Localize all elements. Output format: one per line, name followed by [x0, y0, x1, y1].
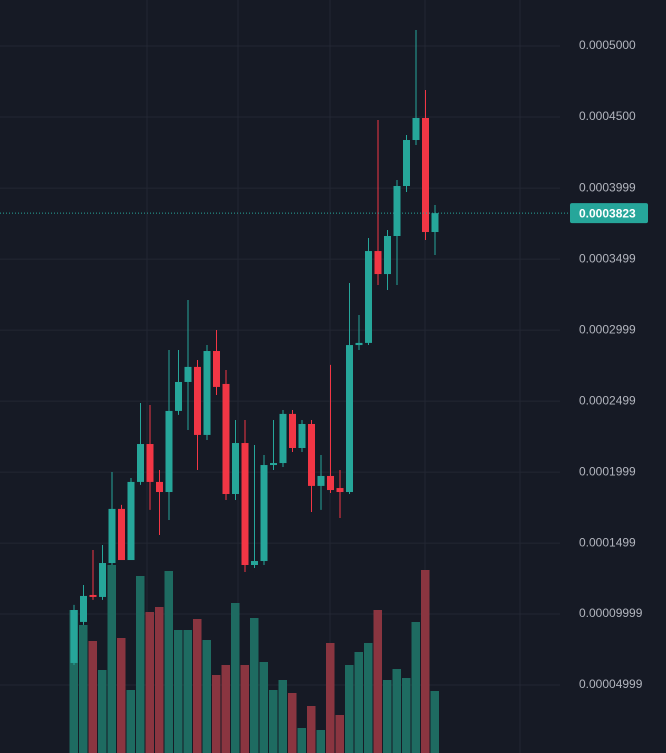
candle-body	[165, 410, 173, 493]
candle-body	[70, 610, 78, 663]
volume-bar	[411, 622, 420, 753]
volume-bar	[297, 728, 306, 753]
candle-body	[412, 117, 420, 141]
volume-bar	[88, 641, 97, 753]
volume-bar	[231, 603, 240, 753]
y-tick-label: 0.0001499	[579, 535, 636, 549]
volume-bar	[98, 670, 107, 753]
candle-body	[270, 463, 277, 466]
volume-bar	[174, 630, 183, 753]
volume-bar	[117, 638, 126, 753]
volume-bar	[145, 612, 154, 753]
candle-body	[374, 251, 382, 275]
candle-body	[80, 595, 87, 622]
volume-bar	[136, 576, 145, 753]
candle-body	[403, 140, 410, 187]
last-price-label: 0.0003823	[579, 206, 636, 220]
candle-body	[336, 488, 344, 493]
candle-body	[289, 413, 296, 448]
volume-bar	[373, 610, 382, 753]
volume-bar	[107, 565, 116, 753]
volume-bar	[335, 715, 344, 753]
candle-body	[108, 508, 116, 564]
volume-bar	[79, 625, 88, 753]
last-price-box	[570, 203, 648, 224]
candle-body	[89, 594, 97, 597]
volume-bar	[259, 662, 268, 753]
volume-bar	[221, 665, 230, 753]
volume-bar	[326, 643, 335, 753]
volume-bar	[421, 570, 430, 753]
volume-bar	[155, 607, 164, 753]
candle-body	[241, 443, 249, 565]
y-tick-label: 0.0002499	[579, 393, 636, 407]
volume-bar	[240, 665, 249, 753]
candle-body	[365, 251, 372, 343]
volume-bar	[288, 693, 297, 753]
volume-bar	[126, 690, 135, 753]
candle-body	[422, 117, 429, 233]
volume-bar	[202, 640, 211, 753]
y-tick-label: 0.0005000	[579, 38, 636, 52]
candle-body	[194, 366, 201, 435]
candle-body	[203, 351, 211, 435]
candle-body	[137, 444, 144, 482]
candle-body	[146, 444, 154, 482]
volume-bar	[212, 675, 221, 753]
candle-body	[251, 561, 258, 565]
volume-bar	[250, 618, 259, 753]
candle-body	[213, 351, 220, 387]
volume-bar	[364, 643, 373, 753]
volume-bar	[183, 630, 192, 753]
y-tick-label: 0.0001999	[579, 464, 636, 478]
candle-body	[127, 481, 135, 561]
candle-body	[99, 563, 106, 597]
candle-body	[118, 508, 125, 561]
candle-body	[175, 381, 182, 411]
y-tick-label: 0.00009999	[579, 606, 643, 620]
candle-body	[317, 475, 325, 486]
candle-body	[431, 213, 439, 233]
volume-bar	[193, 619, 202, 753]
candle-body	[393, 186, 401, 236]
y-tick-label: 0.0004500	[579, 109, 636, 123]
volume-bar	[164, 571, 173, 753]
y-tick-label: 0.0003999	[579, 180, 636, 194]
volume-bar	[383, 680, 392, 753]
volume-bar	[69, 610, 78, 753]
volume-bar	[316, 730, 325, 753]
candle-body	[279, 413, 287, 464]
volume-bar	[278, 680, 287, 753]
y-tick-label: 0.0003499	[579, 251, 636, 265]
candle-body	[327, 475, 334, 491]
candle-body	[355, 342, 363, 346]
volume-bar	[269, 690, 278, 753]
candle-body	[384, 235, 391, 275]
y-tick-label: 0.00004999	[579, 677, 643, 691]
volume-bar	[354, 652, 363, 753]
y-tick-label: 0.0002999	[579, 322, 636, 336]
volume-bar	[345, 665, 354, 753]
candle-body	[308, 423, 315, 486]
volume-bar	[307, 706, 316, 753]
candle-body	[298, 423, 306, 448]
candle-body	[156, 481, 163, 493]
volume-bar	[392, 669, 401, 753]
candle-body	[184, 366, 192, 382]
candle-body	[346, 345, 353, 493]
candle-body	[260, 465, 268, 562]
volume-bar	[430, 691, 439, 753]
candle-body	[232, 443, 239, 495]
volume-bar	[402, 678, 411, 753]
candle-body	[222, 383, 230, 495]
